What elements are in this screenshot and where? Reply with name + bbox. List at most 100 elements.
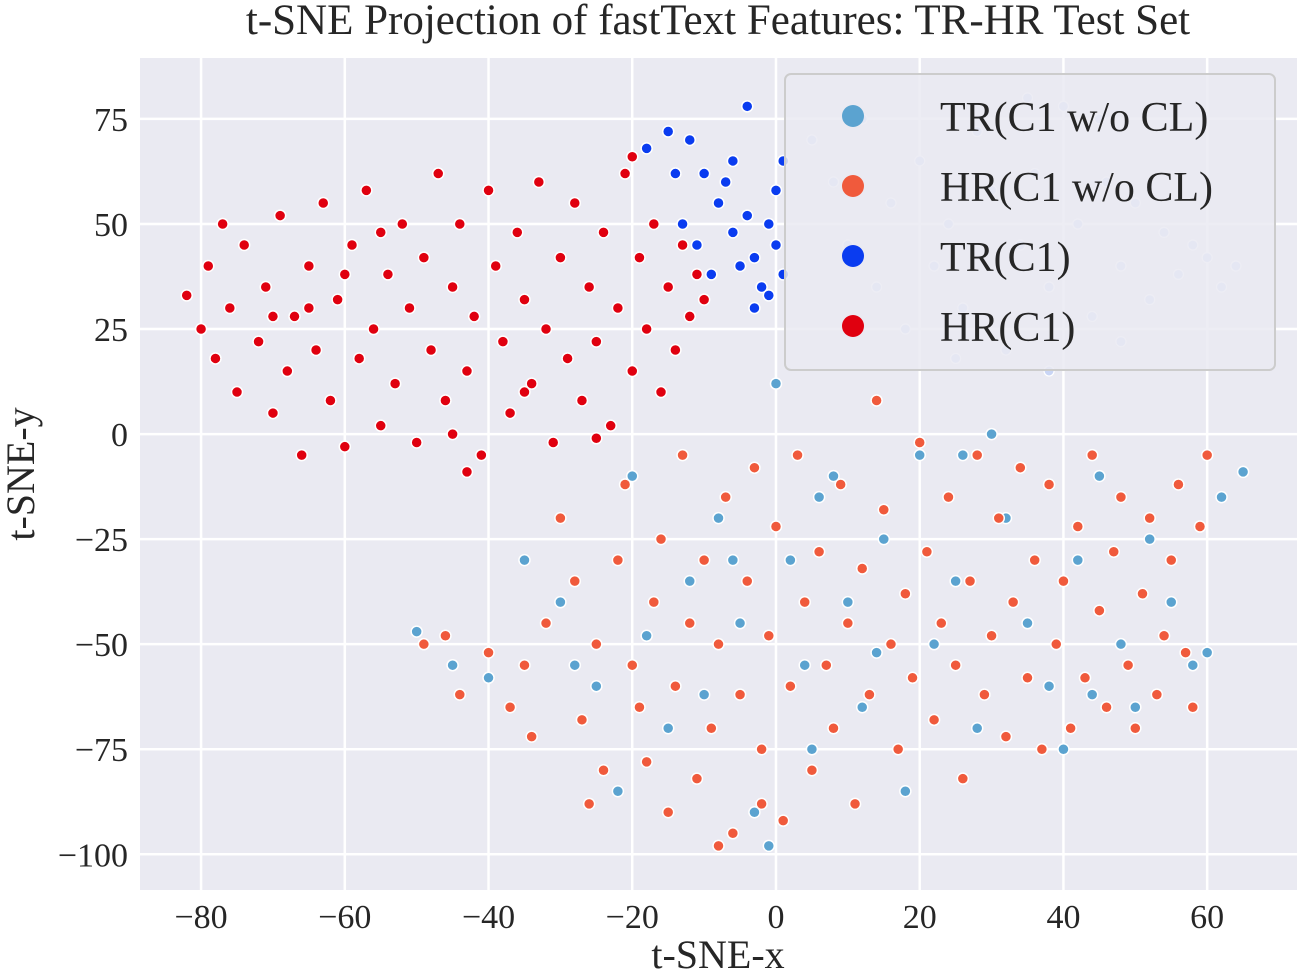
point-hr-c1 [561, 352, 574, 365]
point-tr-c1-w-o-cl [1093, 469, 1106, 483]
point-tr-c1-w-o-cl [1085, 688, 1099, 701]
point-hr-c1-w-o-cl [740, 574, 754, 588]
point-hr-c1-w-o-cl [453, 688, 467, 701]
point-hr-c1 [453, 217, 467, 231]
x-tick-label: 60 [1190, 899, 1224, 936]
point-tr-c1-w-o-cl [769, 377, 783, 390]
point-tr-c1 [705, 268, 718, 281]
point-hr-c1 [252, 335, 265, 348]
point-hr-c1-w-o-cl [927, 713, 941, 727]
point-tr-c1-w-o-cl [568, 658, 582, 672]
point-tr-c1-w-o-cl [748, 806, 761, 819]
point-hr-c1-w-o-cl [482, 646, 495, 659]
point-hr-c1-w-o-cl [755, 797, 768, 811]
y-axis-label: t-SNE-y [0, 407, 43, 540]
point-hr-c1 [302, 301, 316, 315]
point-hr-c1-w-o-cl [1193, 520, 1207, 533]
y-tick-labels: −100 −75 −50 −25 0 25 50 75 [58, 102, 128, 874]
point-hr-c1-w-o-cl [834, 478, 847, 491]
point-hr-c1-w-o-cl [755, 742, 768, 756]
point-tr-c1 [719, 175, 732, 189]
x-tick-labels: −80 −60 −40 −20 0 20 40 60 [174, 899, 1224, 936]
point-tr-c1-w-o-cl [712, 511, 725, 525]
point-hr-c1 [626, 364, 639, 378]
point-hr-c1 [475, 448, 488, 462]
x-tick-label: −60 [318, 899, 371, 936]
point-tr-c1-w-o-cl [870, 646, 883, 659]
point-hr-c1-w-o-cl [1071, 520, 1085, 533]
point-tr-c1 [661, 125, 675, 138]
point-hr-c1 [439, 394, 452, 407]
point-tr-c1-w-o-cl [949, 574, 962, 588]
point-hr-c1 [446, 280, 459, 294]
point-tr-c1-w-o-cl [855, 700, 869, 714]
point-hr-c1-w-o-cl [554, 511, 567, 525]
point-tr-c1 [712, 196, 725, 210]
point-tr-c1-w-o-cl [805, 742, 819, 756]
point-hr-c1-w-o-cl [877, 503, 891, 516]
point-hr-c1-w-o-cl [611, 553, 625, 567]
point-hr-c1-w-o-cl [805, 763, 819, 777]
x-tick-label: −20 [606, 899, 659, 936]
point-hr-c1-w-o-cl [1172, 478, 1185, 491]
x-axis-label: t-SNE-x [651, 932, 784, 977]
y-tick-label: −100 [58, 837, 128, 874]
point-tr-c1-w-o-cl [812, 490, 826, 504]
point-tr-c1 [740, 209, 754, 222]
point-hr-c1 [317, 196, 330, 210]
point-hr-c1-w-o-cl [1006, 595, 1020, 609]
point-hr-c1-w-o-cl [1107, 545, 1120, 558]
point-tr-c1-w-o-cl [726, 553, 740, 567]
point-hr-c1 [273, 209, 287, 222]
point-hr-c1 [295, 448, 308, 462]
point-hr-c1 [230, 385, 244, 399]
point-tr-c1 [690, 238, 704, 252]
point-hr-c1 [604, 419, 617, 432]
point-hr-c1-w-o-cl [654, 532, 668, 546]
point-tr-c1 [697, 167, 711, 180]
point-tr-c1-w-o-cl [970, 721, 984, 735]
point-hr-c1 [431, 167, 445, 180]
point-tr-c1 [669, 167, 682, 180]
point-hr-c1 [331, 293, 344, 306]
point-tr-c1-w-o-cl [913, 448, 926, 462]
point-tr-c1 [769, 238, 783, 252]
point-hr-c1 [554, 251, 567, 264]
point-hr-c1 [676, 238, 689, 252]
point-hr-c1-w-o-cl [769, 520, 783, 533]
point-tr-c1 [748, 251, 761, 264]
point-tr-c1-w-o-cl [927, 637, 941, 651]
y-tick-label: 25 [94, 312, 128, 349]
point-tr-c1-w-o-cl [1021, 616, 1034, 630]
point-hr-c1-w-o-cl [719, 490, 732, 504]
point-hr-c1 [597, 226, 610, 239]
x-tick-label: 0 [767, 899, 784, 936]
y-tick-label: 75 [94, 102, 128, 139]
point-tr-c1-w-o-cl [697, 688, 711, 701]
point-hr-c1-w-o-cl [884, 637, 898, 651]
point-hr-c1-w-o-cl [568, 574, 582, 588]
point-hr-c1 [223, 301, 237, 315]
point-tr-c1 [733, 259, 747, 273]
point-hr-c1-w-o-cl [841, 616, 855, 630]
point-hr-c1-w-o-cl [1121, 658, 1135, 672]
point-hr-c1-w-o-cl [539, 616, 553, 630]
point-hr-c1-w-o-cl [647, 595, 661, 609]
point-hr-c1 [417, 251, 431, 264]
point-hr-c1-w-o-cl [1078, 671, 1092, 685]
point-hr-c1 [202, 259, 215, 273]
point-hr-c1 [568, 196, 582, 210]
point-hr-c1-w-o-cl [1150, 688, 1164, 701]
point-hr-c1-w-o-cl [676, 448, 689, 462]
y-tick-label: −50 [75, 627, 128, 664]
point-hr-c1-w-o-cl [970, 448, 984, 462]
point-hr-c1-w-o-cl [1028, 553, 1041, 567]
point-hr-c1 [460, 364, 474, 378]
point-hr-c1 [352, 352, 366, 365]
point-hr-c1-w-o-cl [848, 797, 862, 811]
point-hr-c1-w-o-cl [906, 671, 919, 685]
point-hr-c1-w-o-cl [733, 688, 747, 701]
point-hr-c1-w-o-cl [1035, 742, 1049, 756]
point-tr-c1-w-o-cl [640, 629, 653, 643]
